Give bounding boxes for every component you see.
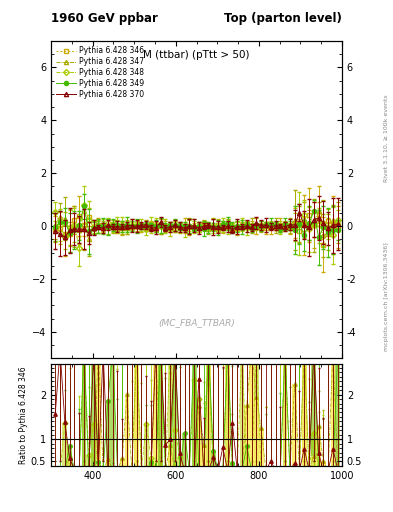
Text: (MC_FBA_TTBAR): (MC_FBA_TTBAR) [158,317,235,327]
Text: mcplots.cern.ch [arXiv:1306.3436]: mcplots.cern.ch [arXiv:1306.3436] [384,243,389,351]
Legend: Pythia 6.428 346, Pythia 6.428 347, Pythia 6.428 348, Pythia 6.428 349, Pythia 6: Pythia 6.428 346, Pythia 6.428 347, Pyth… [55,45,146,100]
Y-axis label: Ratio to Pythia 6.428 346: Ratio to Pythia 6.428 346 [19,366,28,463]
Text: Rivet 3.1.10, ≥ 100k events: Rivet 3.1.10, ≥ 100k events [384,94,389,182]
Text: M (ttbar) (pTtt > 50): M (ttbar) (pTtt > 50) [143,51,250,60]
Text: Top (parton level): Top (parton level) [224,12,342,25]
Text: 1960 GeV ppbar: 1960 GeV ppbar [51,12,158,25]
